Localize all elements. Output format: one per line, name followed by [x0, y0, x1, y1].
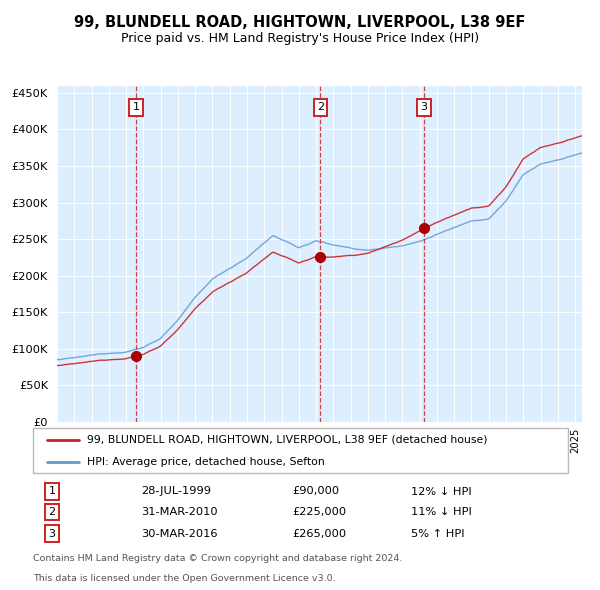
Text: 12% ↓ HPI: 12% ↓ HPI: [411, 487, 472, 496]
Text: 99, BLUNDELL ROAD, HIGHTOWN, LIVERPOOL, L38 9EF: 99, BLUNDELL ROAD, HIGHTOWN, LIVERPOOL, …: [74, 15, 526, 30]
Text: 3: 3: [49, 529, 55, 539]
Text: 3: 3: [421, 103, 427, 113]
Text: £225,000: £225,000: [292, 507, 346, 517]
Text: 1: 1: [133, 103, 139, 113]
Text: Price paid vs. HM Land Registry's House Price Index (HPI): Price paid vs. HM Land Registry's House …: [121, 32, 479, 45]
Text: 2: 2: [49, 507, 55, 517]
Text: £265,000: £265,000: [292, 529, 346, 539]
Text: 11% ↓ HPI: 11% ↓ HPI: [411, 507, 472, 517]
Text: HPI: Average price, detached house, Sefton: HPI: Average price, detached house, Seft…: [87, 457, 325, 467]
Text: 1: 1: [49, 487, 55, 496]
FancyBboxPatch shape: [33, 428, 568, 474]
Text: Contains HM Land Registry data © Crown copyright and database right 2024.: Contains HM Land Registry data © Crown c…: [33, 555, 403, 563]
Text: 30-MAR-2016: 30-MAR-2016: [141, 529, 218, 539]
Text: £90,000: £90,000: [292, 487, 340, 496]
Text: 28-JUL-1999: 28-JUL-1999: [141, 487, 211, 496]
Text: This data is licensed under the Open Government Licence v3.0.: This data is licensed under the Open Gov…: [33, 573, 335, 583]
Text: 5% ↑ HPI: 5% ↑ HPI: [411, 529, 464, 539]
Text: 31-MAR-2010: 31-MAR-2010: [141, 507, 218, 517]
Text: 99, BLUNDELL ROAD, HIGHTOWN, LIVERPOOL, L38 9EF (detached house): 99, BLUNDELL ROAD, HIGHTOWN, LIVERPOOL, …: [87, 435, 487, 445]
Text: 2: 2: [317, 103, 324, 113]
